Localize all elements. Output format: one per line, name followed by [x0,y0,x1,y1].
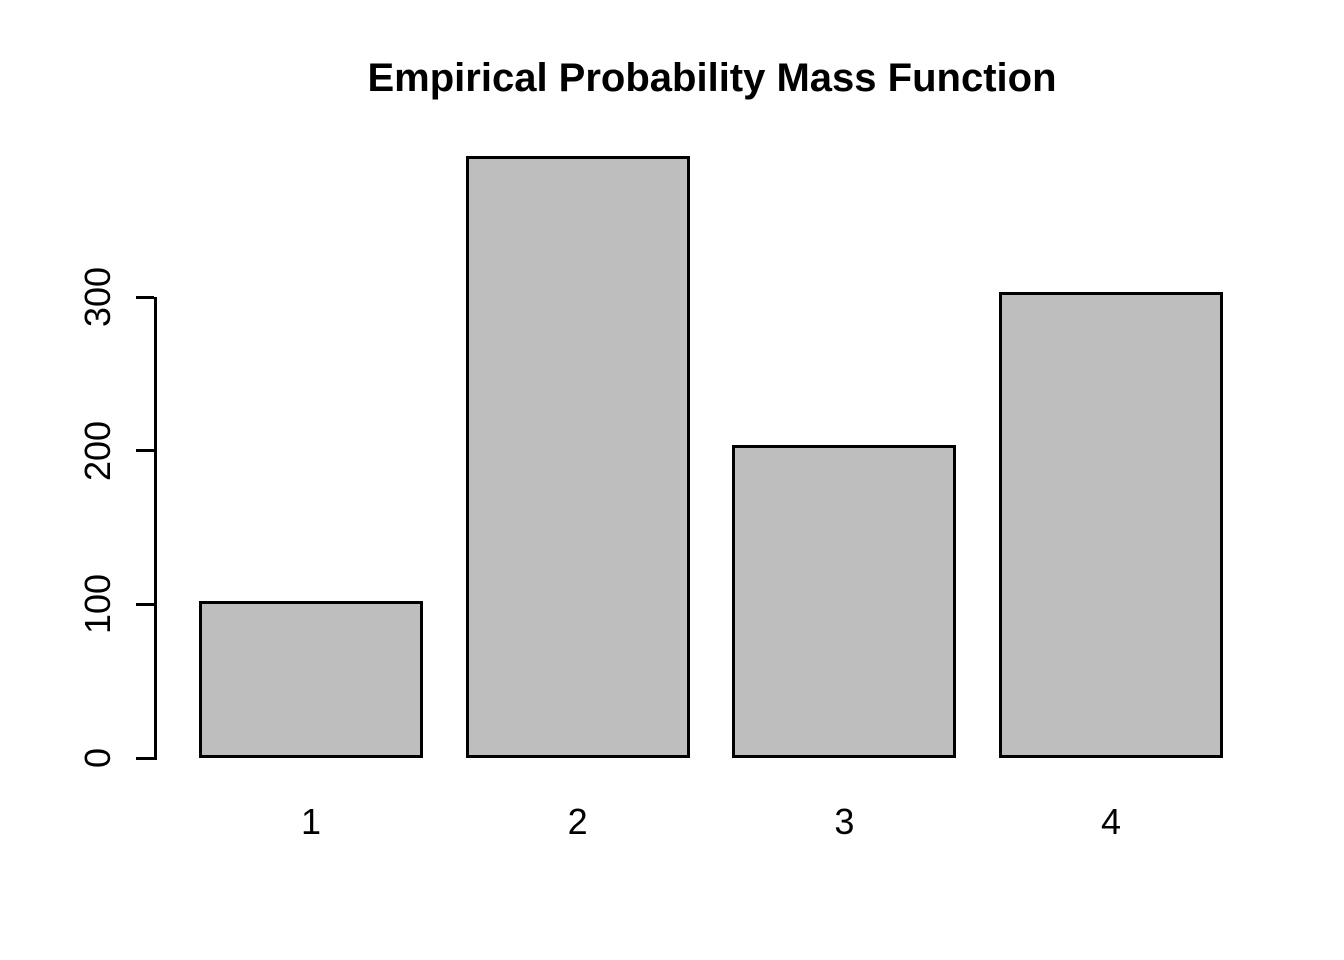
y-axis-tick [136,449,154,453]
x-axis-label: 3 [834,801,855,842]
bar [999,292,1223,758]
y-axis-tick [136,756,154,760]
x-axis-label: 1 [300,801,322,842]
y-axis-tick [136,602,154,606]
y-axis-tick-label: 200 [77,420,118,481]
y-axis-tick-label: 300 [77,266,118,328]
x-axis-label: 2 [567,801,588,842]
chart-title: Empirical Probability Mass Function [367,56,1057,100]
x-axis-label: 4 [1100,801,1122,842]
bar [199,601,423,758]
y-axis-tick-label: 100 [77,574,118,635]
bar [465,155,690,758]
y-axis-tick-label: 0 [77,747,118,769]
y-axis-line [154,297,157,760]
bar [732,444,957,758]
y-axis-tick [136,295,154,299]
